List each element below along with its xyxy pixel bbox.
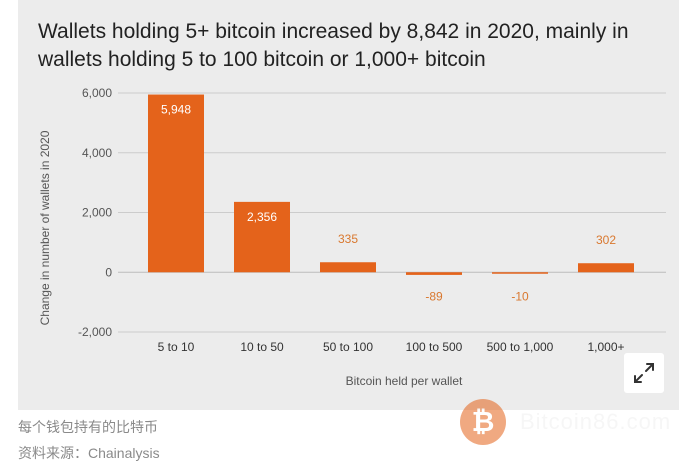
bar	[320, 262, 376, 273]
chart-panel	[18, 0, 679, 410]
data-label: 5,948	[161, 103, 191, 117]
bar	[148, 94, 204, 273]
data-label: -89	[425, 289, 443, 303]
data-label: 302	[596, 233, 616, 247]
watermark-text: Bitcoin86.com	[520, 409, 672, 434]
x-axis-title: Bitcoin held per wallet	[346, 374, 463, 388]
expand-arrows-icon	[634, 363, 654, 383]
caption-chinese-title: 每个钱包持有的比特币	[18, 419, 158, 435]
y-tick-label: 0	[105, 265, 112, 279]
y-axis-title: Change in number of wallets in 2020	[38, 130, 52, 325]
chart-title: Wallets holding 5+ bitcoin increased by …	[38, 20, 629, 71]
y-tick-label: -2,000	[78, 325, 112, 339]
bitcoin-logo-icon: ₿	[460, 399, 506, 445]
y-tick-label: 4,000	[82, 146, 112, 160]
bar-chart: -2,000 0 2,000 4,000 6,000 5,948 5 to 10 2,356 1…	[38, 86, 666, 388]
data-label: 335	[338, 232, 358, 246]
x-tick-label: 50 to 100	[323, 340, 373, 354]
bar	[578, 263, 634, 273]
bar	[406, 272, 462, 275]
x-tick-label: 100 to 500	[406, 340, 463, 354]
bar	[234, 201, 290, 273]
data-label: -10	[511, 289, 529, 303]
y-tick-label: 6,000	[82, 86, 112, 100]
x-tick-label: 5 to 10	[158, 340, 195, 354]
watermark: ₿ Bitcoin86.com	[460, 398, 671, 446]
expand-button[interactable]	[624, 353, 664, 393]
x-tick-label: 500 to 1,000	[487, 340, 554, 354]
x-tick-label: 1,000+	[587, 340, 624, 354]
y-tick-label: 2,000	[82, 206, 112, 220]
x-tick-label: 10 to 50	[240, 340, 284, 354]
data-label: 2,356	[247, 210, 277, 224]
caption-source: 资料来源：Chainalysis	[18, 445, 160, 461]
bar	[492, 272, 548, 274]
